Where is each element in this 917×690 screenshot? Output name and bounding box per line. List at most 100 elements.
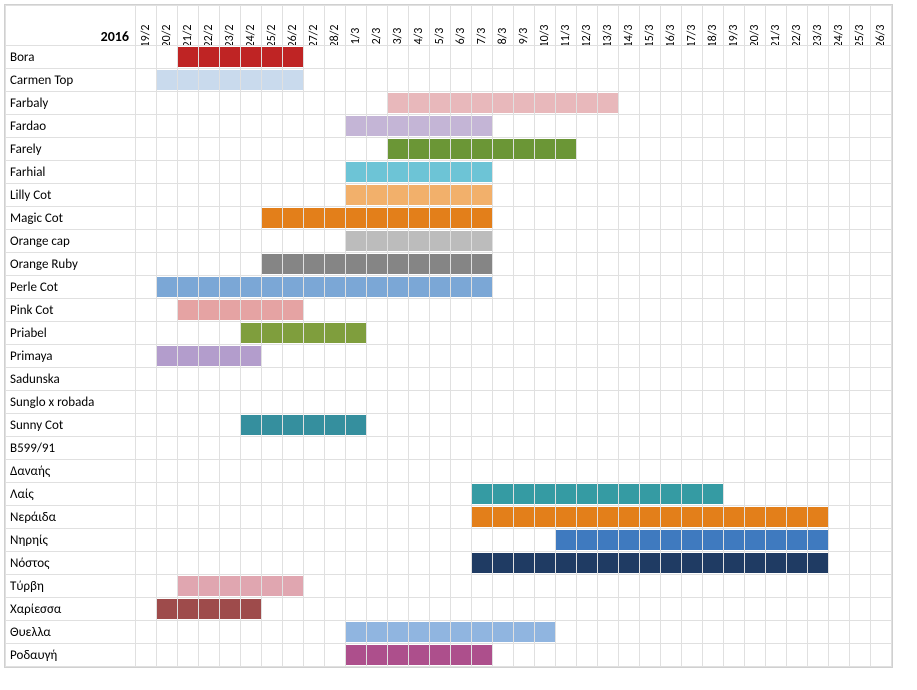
gantt-cell <box>619 391 640 414</box>
date-header: 26/3 <box>871 6 892 46</box>
gantt-cell <box>199 414 220 437</box>
gantt-cell <box>409 598 430 621</box>
gantt-cell <box>871 552 892 575</box>
date-header: 6/3 <box>451 6 472 46</box>
gantt-cell <box>472 368 493 391</box>
gantt-cell <box>535 598 556 621</box>
gantt-cell <box>283 483 304 506</box>
date-header: 22/3 <box>787 6 808 46</box>
gantt-cell <box>766 161 787 184</box>
gantt-cell <box>493 368 514 391</box>
gantt-cell <box>745 92 766 115</box>
gantt-bar <box>661 530 681 550</box>
date-header: 3/3 <box>388 6 409 46</box>
gantt-cell <box>388 598 409 621</box>
gantt-bar <box>304 208 324 228</box>
gantt-cell <box>493 598 514 621</box>
gantt-cell <box>514 253 535 276</box>
gantt-cell <box>514 621 535 644</box>
gantt-cell <box>262 529 283 552</box>
gantt-bar <box>808 507 828 527</box>
date-header-label: 19/3 <box>727 25 741 46</box>
gantt-cell <box>661 253 682 276</box>
gantt-cell <box>871 437 892 460</box>
gantt-cell <box>241 322 262 345</box>
gantt-bar <box>409 231 429 251</box>
gantt-cell <box>262 437 283 460</box>
gantt-bar <box>430 162 450 182</box>
gantt-cell <box>787 207 808 230</box>
gantt-bar <box>241 415 261 435</box>
gantt-bar <box>493 553 513 573</box>
gantt-cell <box>787 69 808 92</box>
gantt-bar <box>514 553 534 573</box>
gantt-cell <box>787 299 808 322</box>
gantt-cell <box>619 506 640 529</box>
gantt-cell <box>388 253 409 276</box>
gantt-cell <box>220 322 241 345</box>
date-header-label: 12/3 <box>580 25 594 46</box>
gantt-cell <box>262 69 283 92</box>
gantt-bar <box>346 323 366 343</box>
gantt-cell <box>304 552 325 575</box>
gantt-cell <box>493 575 514 598</box>
gantt-cell <box>451 368 472 391</box>
gantt-cell <box>283 552 304 575</box>
gantt-cell <box>682 529 703 552</box>
date-header-label: 26/2 <box>286 25 300 46</box>
gantt-cell <box>535 69 556 92</box>
gantt-cell <box>598 437 619 460</box>
date-header: 9/3 <box>514 6 535 46</box>
gantt-bar <box>619 507 639 527</box>
gantt-cell <box>157 299 178 322</box>
gantt-cell <box>409 322 430 345</box>
gantt-cell <box>136 414 157 437</box>
gantt-bar <box>283 70 303 90</box>
gantt-row: Farely <box>6 138 892 161</box>
gantt-cell <box>661 92 682 115</box>
gantt-cell <box>535 644 556 667</box>
gantt-bar <box>409 254 429 274</box>
gantt-cell <box>283 46 304 69</box>
date-header: 24/3 <box>829 6 850 46</box>
gantt-cell <box>430 276 451 299</box>
gantt-bar <box>409 645 429 665</box>
gantt-cell <box>367 368 388 391</box>
gantt-bar <box>178 277 198 297</box>
gantt-row: Χαρίεσσα <box>6 598 892 621</box>
gantt-cell <box>745 161 766 184</box>
gantt-bar <box>472 484 492 504</box>
gantt-cell <box>409 276 430 299</box>
gantt-cell <box>829 621 850 644</box>
gantt-cell <box>262 253 283 276</box>
gantt-cell <box>619 184 640 207</box>
date-header: 23/2 <box>220 6 241 46</box>
gantt-cell <box>535 161 556 184</box>
gantt-cell <box>304 299 325 322</box>
gantt-cell <box>388 138 409 161</box>
date-header: 19/3 <box>724 6 745 46</box>
date-header: 20/3 <box>745 6 766 46</box>
gantt-bar <box>409 277 429 297</box>
gantt-cell <box>178 598 199 621</box>
gantt-cell <box>262 368 283 391</box>
gantt-cell <box>493 414 514 437</box>
gantt-cell <box>262 483 283 506</box>
gantt-cell <box>325 598 346 621</box>
gantt-bar <box>472 254 492 274</box>
gantt-bar <box>283 323 303 343</box>
gantt-cell <box>598 207 619 230</box>
gantt-cell <box>661 69 682 92</box>
date-header: 15/3 <box>640 6 661 46</box>
gantt-cell <box>577 276 598 299</box>
gantt-cell <box>409 207 430 230</box>
gantt-cell <box>493 552 514 575</box>
gantt-cell <box>556 529 577 552</box>
gantt-cell <box>619 207 640 230</box>
gantt-cell <box>283 437 304 460</box>
gantt-cell <box>829 575 850 598</box>
gantt-cell <box>766 437 787 460</box>
gantt-cell <box>199 644 220 667</box>
gantt-cell <box>199 598 220 621</box>
gantt-cell <box>724 276 745 299</box>
